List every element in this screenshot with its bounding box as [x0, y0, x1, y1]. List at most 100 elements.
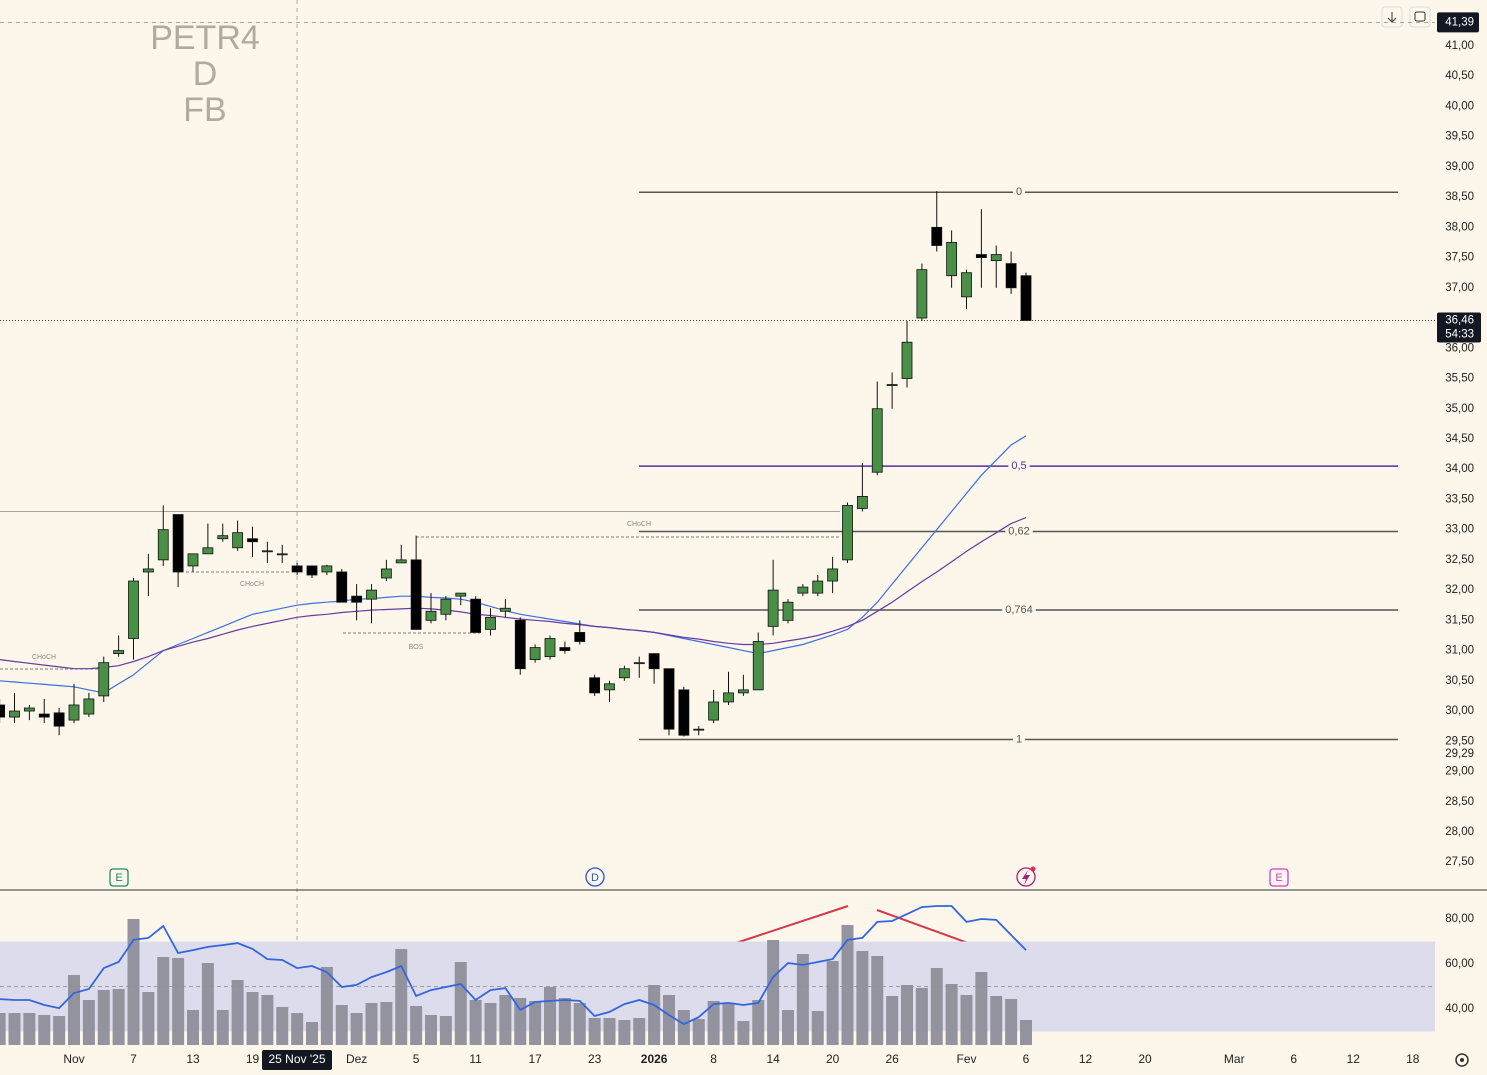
- rsi-line: [0, 905, 1027, 1026]
- y-tick-label: 32,50: [1445, 554, 1474, 566]
- y-tick-label: 33,00: [1445, 524, 1474, 536]
- candle-body: [1005, 263, 1017, 289]
- x-tick-label: 19: [246, 1052, 260, 1066]
- x-tick-label: 5: [413, 1052, 420, 1066]
- candle-body: [232, 532, 244, 549]
- candle-body: [425, 610, 437, 621]
- candle-body: [797, 586, 809, 594]
- candle-body: [812, 580, 824, 594]
- price-tag: 36,46: [1445, 314, 1474, 326]
- fib-label-bg: [1008, 459, 1030, 474]
- candle-body: [9, 710, 20, 718]
- notification-dot: [1030, 866, 1036, 872]
- reset-button[interactable]: [1409, 6, 1431, 28]
- event-marker[interactable]: D: [585, 867, 605, 887]
- candle-body: [574, 632, 586, 642]
- x-tick-label: Mar: [1224, 1052, 1245, 1066]
- fib-label: 0,62: [1008, 525, 1029, 537]
- volume-bar: [573, 1003, 586, 1045]
- y-tick-label: 39,00: [1445, 161, 1474, 173]
- candle-body: [559, 647, 571, 651]
- candle-body: [604, 683, 615, 691]
- y-tick-label: 35,00: [1445, 403, 1474, 415]
- volume-bar: [97, 990, 110, 1045]
- lightning-icon: [1022, 870, 1030, 885]
- volume-bar: [633, 1018, 646, 1045]
- candle-body: [633, 662, 645, 665]
- candle-body: [68, 704, 80, 721]
- x-tick-label: 2026: [641, 1052, 668, 1066]
- y-tick-label: 39,50: [1445, 131, 1474, 143]
- candle-body: [589, 677, 601, 694]
- event-marker[interactable]: E: [109, 868, 129, 887]
- volume-bar: [677, 1010, 690, 1045]
- y-tick-label: 30,00: [1445, 705, 1474, 717]
- fib-label-bg: [1005, 524, 1033, 539]
- structure-label: CHoCH: [627, 521, 651, 528]
- volume-bar: [276, 1007, 289, 1045]
- price-tag: 29,29: [1445, 748, 1474, 760]
- rsi-tick-label: 80,00: [1445, 913, 1474, 925]
- volume-bar: [945, 984, 958, 1045]
- volume-bar: [172, 958, 185, 1045]
- y-tick-label: 32,00: [1445, 584, 1474, 596]
- candle-body: [737, 689, 749, 694]
- fib-label: 0,764: [1005, 604, 1033, 616]
- volume-bar: [454, 962, 467, 1045]
- candle-body: [247, 538, 258, 543]
- candle-body: [261, 550, 273, 553]
- volume-bar: [960, 995, 973, 1045]
- y-tick-label: 37,50: [1445, 252, 1474, 264]
- candle-body: [83, 698, 95, 715]
- volume-bar: [663, 995, 675, 1045]
- event-badge[interactable]: [1269, 868, 1289, 887]
- candle-body: [172, 514, 184, 573]
- candle-body: [187, 553, 199, 567]
- volume-bar: [365, 1003, 378, 1045]
- volume-bar: [841, 925, 854, 1045]
- scroll-button[interactable]: [1381, 6, 1403, 28]
- event-badge[interactable]: [109, 868, 129, 887]
- candle-body: [708, 701, 720, 721]
- x-tick-label: 14: [766, 1052, 780, 1066]
- candle-body: [455, 592, 467, 597]
- volume-bar: [514, 998, 527, 1045]
- candle-body: [321, 565, 333, 573]
- candle-body: [485, 616, 496, 630]
- volume-bar: [722, 1004, 735, 1045]
- candle-body: [128, 580, 139, 639]
- volume-bar: [246, 992, 259, 1045]
- settings-button[interactable]: [1455, 1053, 1469, 1067]
- volume-bar: [484, 1003, 497, 1045]
- volume-bar: [796, 954, 809, 1045]
- candle-body: [827, 568, 839, 582]
- volume-bar: [499, 995, 512, 1045]
- x-tick-label: 20: [1138, 1052, 1152, 1066]
- volume-bar: [529, 1001, 542, 1045]
- structure-label: BOS: [409, 644, 424, 651]
- gear-icon[interactable]: [1455, 1053, 1469, 1067]
- button-frame[interactable]: [1409, 6, 1431, 28]
- event-badge[interactable]: [585, 867, 605, 887]
- event-marker[interactable]: [1016, 866, 1036, 887]
- candle-body: [886, 384, 898, 386]
- candle-body: [514, 619, 526, 670]
- fib-label-bg: [1002, 603, 1036, 618]
- event-marker[interactable]: E: [1269, 868, 1289, 887]
- crosshair-label-bg: [262, 1050, 332, 1070]
- x-tick-label: 23: [588, 1052, 602, 1066]
- volume-bar: [990, 996, 1003, 1045]
- watermark-label: FB: [183, 91, 226, 129]
- countdown: 54:33: [1445, 328, 1474, 340]
- volume-bar: [320, 967, 333, 1045]
- y-tick-label: 40,00: [1445, 100, 1474, 112]
- volume-bar: [157, 957, 170, 1045]
- candle-body: [678, 689, 690, 736]
- y-tick-label: 37,00: [1445, 282, 1474, 294]
- volume-bar: [1005, 999, 1018, 1045]
- candle-body: [306, 565, 318, 576]
- event-label: E: [1275, 872, 1282, 884]
- candle-body: [366, 589, 377, 600]
- reset-icon: [1414, 11, 1426, 22]
- candle-body: [53, 712, 65, 727]
